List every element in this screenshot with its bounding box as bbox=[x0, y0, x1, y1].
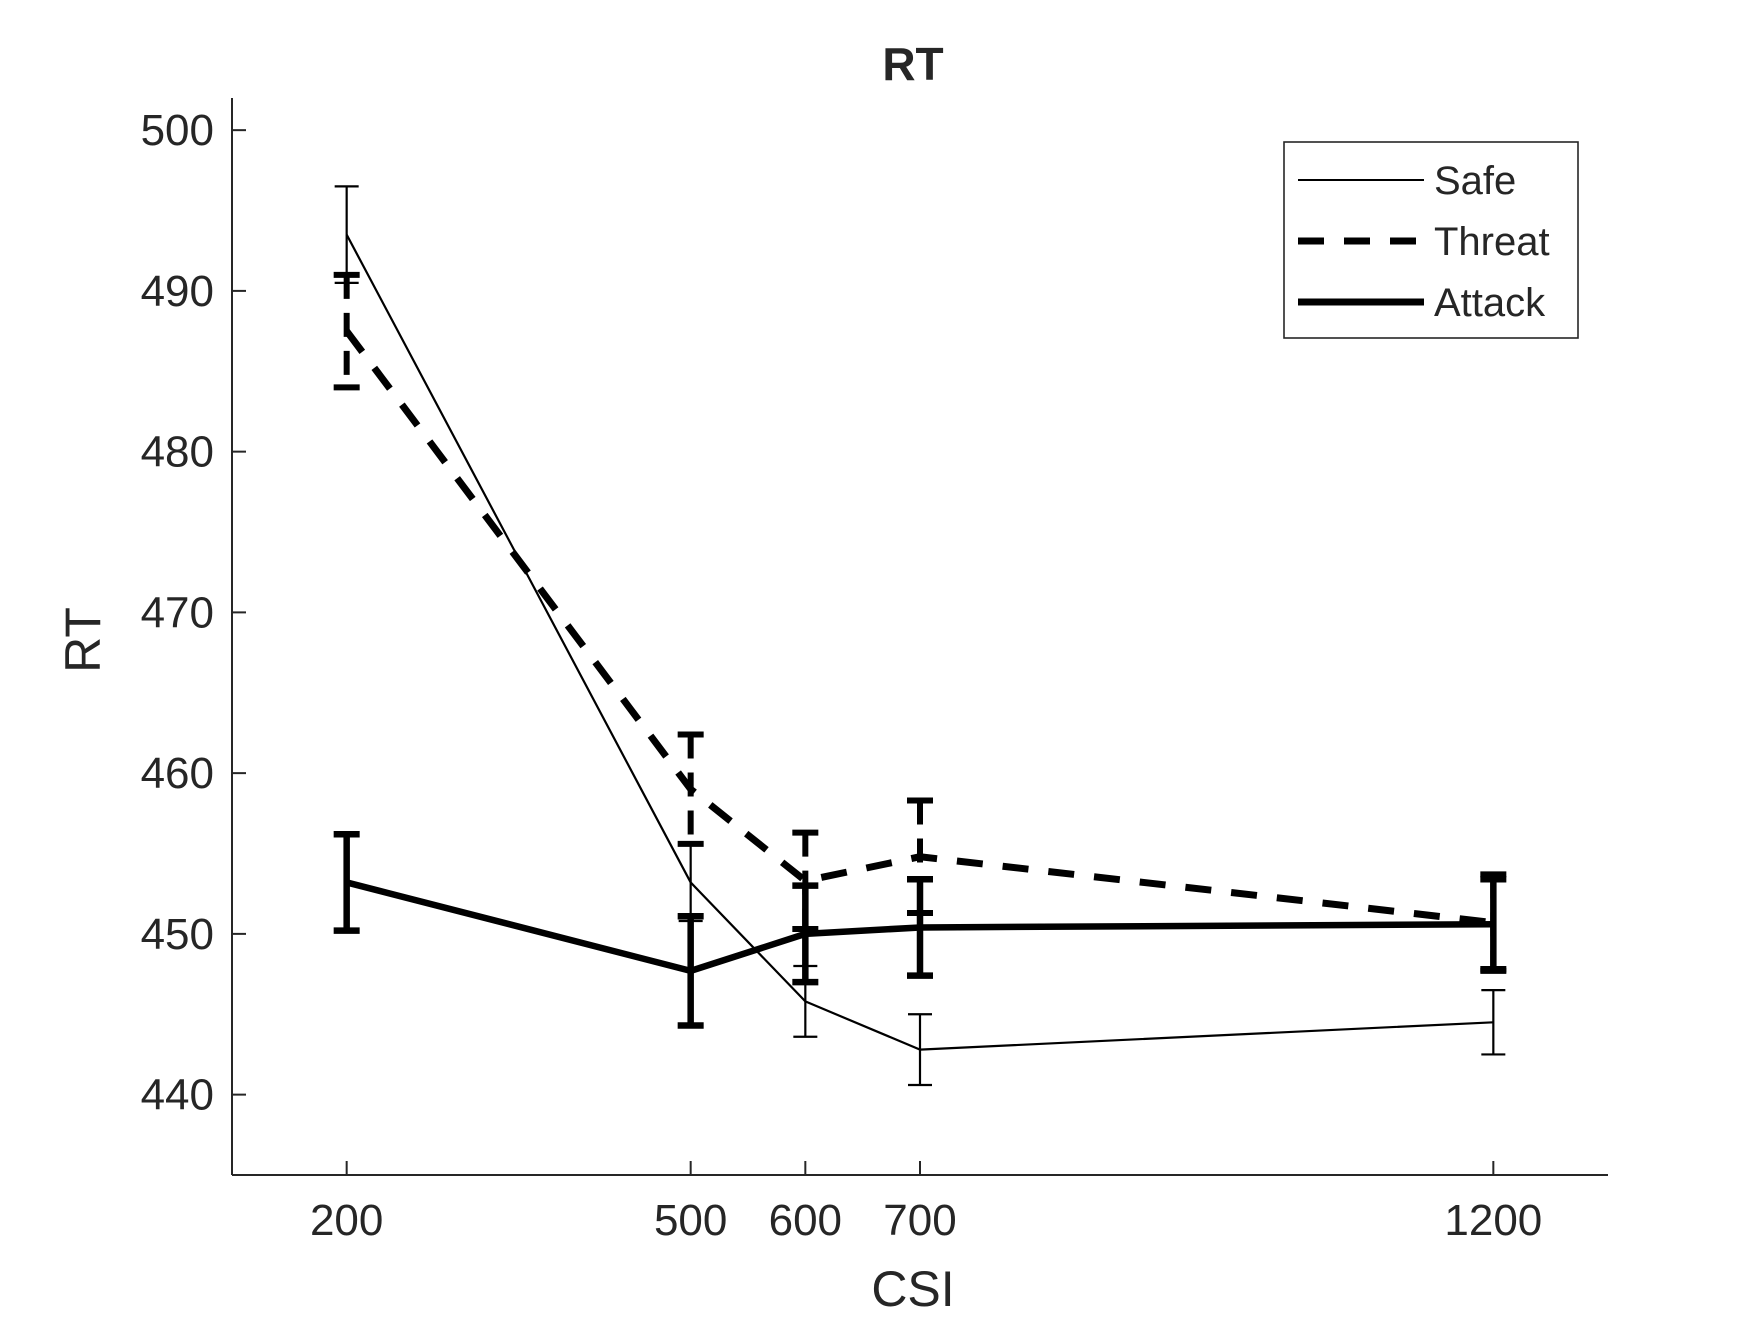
x-axis-label: CSI bbox=[871, 1261, 954, 1313]
y-tick-label: 470 bbox=[141, 588, 214, 637]
x-ticks: 200 500 600 700 1200 bbox=[310, 1161, 1542, 1245]
x-tick-label: 200 bbox=[310, 1196, 383, 1245]
y-tick-label: 490 bbox=[141, 267, 214, 316]
x-tick-label: 500 bbox=[654, 1196, 727, 1245]
y-tick-label: 440 bbox=[141, 1071, 214, 1120]
plot-series bbox=[333, 185, 1507, 1087]
y-ticks: 440 450 460 470 480 490 500 bbox=[141, 106, 246, 1120]
y-tick-label: 460 bbox=[141, 749, 214, 798]
legend-label-threat: Threat bbox=[1434, 220, 1550, 264]
series-line-safe bbox=[345, 234, 1494, 1051]
x-tick-label: 1200 bbox=[1444, 1196, 1542, 1245]
y-axis-label: RT bbox=[55, 607, 111, 673]
series-line-attack bbox=[345, 879, 1494, 975]
legend: Safe Threat Attack bbox=[1283, 141, 1579, 339]
x-tick-label: 600 bbox=[769, 1196, 842, 1245]
legend-label-attack: Attack bbox=[1434, 281, 1546, 325]
legend-label-safe: Safe bbox=[1434, 159, 1516, 203]
chart-title: RT bbox=[882, 38, 943, 90]
series-line-threat bbox=[343, 328, 1494, 927]
x-tick-label: 700 bbox=[883, 1196, 956, 1245]
series-safe bbox=[334, 185, 1506, 1087]
y-tick-label: 480 bbox=[141, 428, 214, 477]
y-tick-label: 450 bbox=[141, 910, 214, 959]
series-attack bbox=[333, 830, 1507, 1029]
y-tick-label: 500 bbox=[141, 106, 214, 155]
